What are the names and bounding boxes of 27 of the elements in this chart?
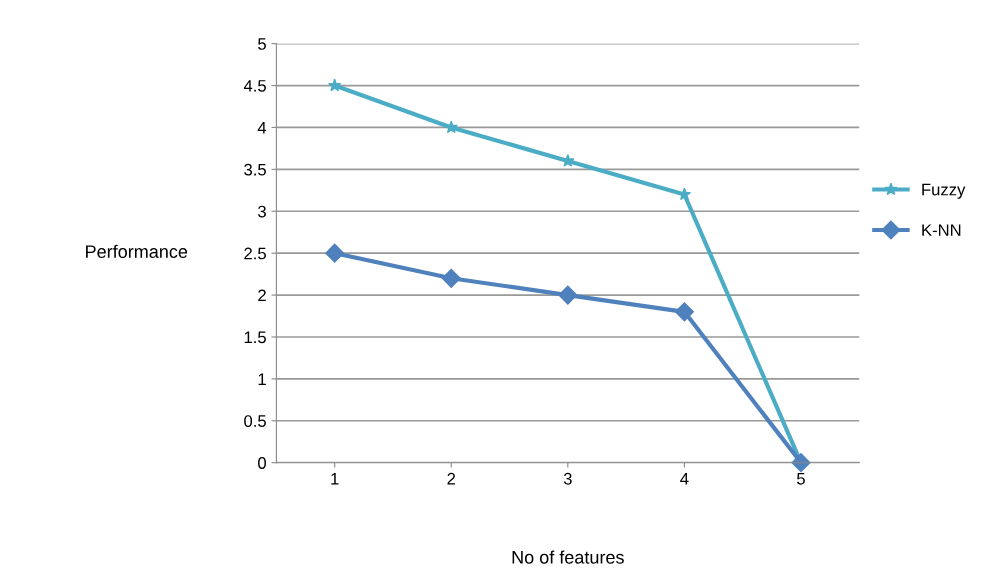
point [674, 302, 694, 322]
y-tick-label: 1 [258, 373, 266, 385]
y-tick-label: 4.5 [243, 80, 266, 92]
y-tick-label: 2.5 [244, 247, 266, 260]
x-tick-label: 5 [797, 473, 805, 485]
y-tick-label: 5 [258, 38, 266, 50]
point [328, 78, 342, 92]
legend-label: Fuzzy [922, 183, 966, 199]
point [791, 453, 811, 473]
point [325, 243, 345, 263]
y-tick-label: 3.5 [244, 163, 266, 176]
legend-label: K-NN [922, 224, 961, 236]
y-tick-label: 0 [258, 457, 266, 469]
y-tick-label: 3 [258, 205, 266, 218]
y-tick-label: 1.5 [244, 331, 266, 344]
point [561, 154, 575, 167]
x-tick-label: 3 [563, 472, 572, 485]
x-tick-label: 2 [447, 472, 456, 485]
point [558, 285, 578, 305]
x-axis-title: No of features [512, 550, 624, 564]
y-axis-title: Performance [86, 244, 188, 259]
x-tick-label: 4 [680, 473, 689, 485]
point [441, 268, 461, 288]
y-tick-label: 2 [258, 289, 266, 302]
y-tick-label: 0.5 [244, 415, 266, 427]
x-tick-label: 1 [331, 473, 339, 485]
y-tick-label: 4 [257, 122, 267, 134]
